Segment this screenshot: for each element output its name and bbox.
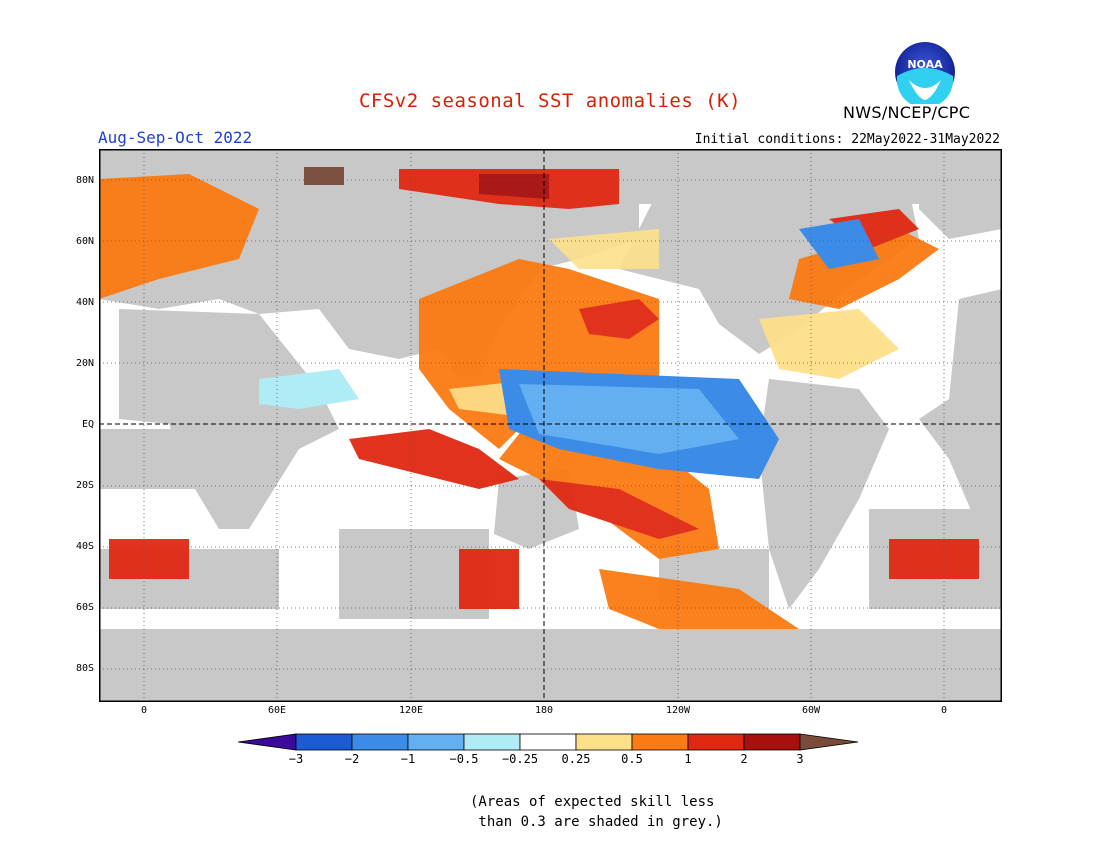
lon-label: 0: [940, 705, 948, 716]
lon-label: 120W: [665, 705, 691, 716]
lat-label: 60S: [75, 602, 94, 613]
colorbar-label: −1: [400, 752, 416, 766]
skill-note-line: (Areas of expected skill less: [470, 794, 715, 810]
lat-label: 80S: [75, 663, 94, 674]
colorbar-swatch: [631, 733, 689, 751]
colorbar-swatch: [407, 733, 465, 751]
lat-label: 20N: [75, 358, 94, 369]
colorbar-swatch: [687, 733, 745, 751]
colorbar-label: 0.25: [561, 752, 591, 766]
colorbar-label: 3: [796, 752, 804, 766]
colorbar-label: 0.5: [621, 752, 643, 766]
colorbar-swatch: [295, 733, 353, 751]
lon-label: 180: [534, 705, 554, 716]
colorbar-swatch: [351, 733, 409, 751]
map-title: CFSv2 seasonal SST anomalies (K): [358, 90, 742, 112]
equator-dateline: [99, 149, 1002, 702]
lat-label: 40N: [75, 297, 94, 308]
colorbar-label: 1: [684, 752, 692, 766]
noaa-logo-icon: NOAA: [895, 42, 955, 104]
initial-conditions: Initial conditions: 22May2022-31May2022: [694, 132, 1000, 147]
colorbar-swatch: [519, 733, 577, 751]
lat-label: EQ: [81, 419, 94, 430]
colorbar-swatch: [463, 733, 521, 751]
colorbar-label: −0.25: [501, 752, 539, 766]
colorbar-label: −0.5: [449, 752, 479, 766]
colorbar-label: 2: [740, 752, 748, 766]
lon-label: 60E: [267, 705, 287, 716]
skill-note-line: than 0.3 are shaded in grey.): [470, 814, 723, 830]
colorbar-swatch: [743, 733, 801, 751]
sst-anomaly-map: [99, 149, 1002, 702]
lat-label: 40S: [75, 541, 94, 552]
forecast-period: Aug-Sep-Oct 2022: [98, 128, 253, 147]
lat-label: 80N: [75, 175, 94, 186]
colorbar-label: −3: [288, 752, 304, 766]
colorbar-swatch: [575, 733, 633, 751]
colorbar: [238, 733, 859, 751]
lon-label: 0: [140, 705, 148, 716]
colorbar-extend-high: [799, 733, 859, 751]
lon-label: 120E: [398, 705, 424, 716]
colorbar-label: −2: [344, 752, 360, 766]
agency-label: NWS/NCEP/CPC: [843, 103, 971, 122]
skill-note: (Areas of expected skill less than 0.3 a…: [470, 792, 730, 832]
lon-label: 60W: [801, 705, 821, 716]
colorbar-extend-low: [238, 733, 297, 751]
lat-label: 20S: [75, 480, 94, 491]
graticule: [99, 149, 1002, 702]
lat-label: 60N: [75, 236, 94, 247]
warm-anomalies: [99, 167, 979, 629]
logo-text: NOAA: [907, 58, 943, 71]
